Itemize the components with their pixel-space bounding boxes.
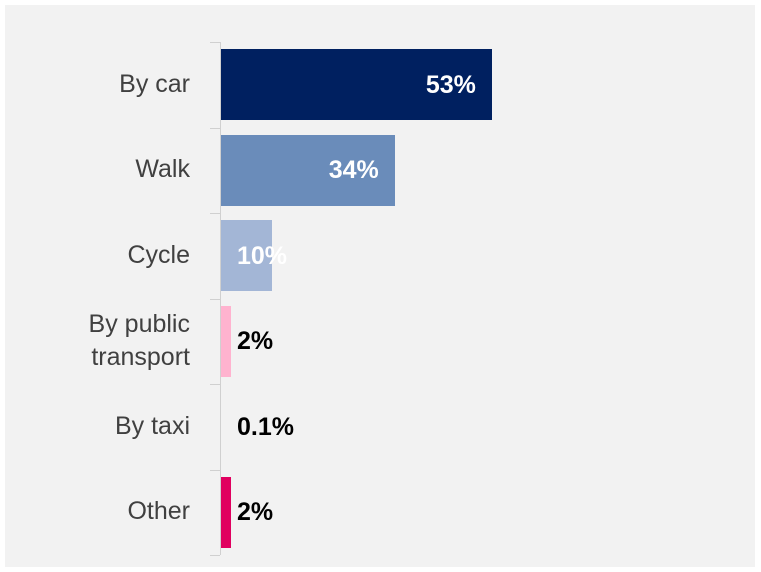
bar <box>221 134 395 206</box>
category-separator <box>210 469 220 471</box>
category-label: Cycle <box>127 240 190 269</box>
category-separator <box>210 213 220 214</box>
category-label: Walk <box>135 155 190 184</box>
category-label: By car <box>119 69 190 98</box>
value-label: 53% <box>425 70 476 99</box>
bar <box>221 305 232 377</box>
bar <box>221 476 232 548</box>
value-label: 2% <box>237 327 274 356</box>
category-label: By taxi <box>114 411 190 440</box>
value-label: 10% <box>237 241 288 270</box>
category-label: By public transport <box>88 309 190 372</box>
category-separator <box>210 298 220 300</box>
category-separator <box>210 555 220 556</box>
category-label: Other <box>127 497 190 526</box>
value-label: 0.1% <box>237 412 294 441</box>
category-separator <box>210 384 220 385</box>
category-separator <box>210 42 220 43</box>
axis-line <box>220 42 221 555</box>
bar <box>221 49 492 121</box>
value-label: 2% <box>237 498 274 527</box>
category-separator <box>210 127 220 129</box>
bar <box>221 391 222 463</box>
value-label: 34% <box>328 156 379 185</box>
bar <box>221 220 273 292</box>
